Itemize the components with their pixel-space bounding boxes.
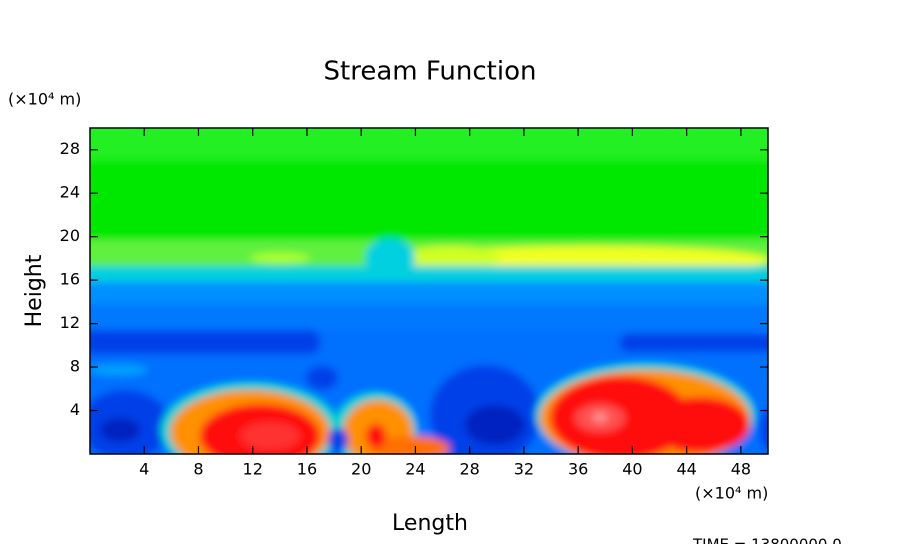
- y-tick-label: 4: [70, 400, 80, 419]
- y-tick-label: 8: [70, 357, 80, 376]
- plot-frame: [89, 127, 769, 455]
- time-annotation: TIME = 13800000.0: [692, 536, 842, 544]
- x-tick-label: 48: [731, 460, 751, 479]
- x-tick-label: 12: [243, 460, 263, 479]
- y-tick-label: 12: [60, 313, 80, 332]
- x-tick-label: 20: [351, 460, 371, 479]
- x-tick-label: 32: [514, 460, 534, 479]
- y-axis-label: Height: [22, 254, 47, 327]
- x-tick-label: 44: [676, 460, 696, 479]
- chart-title: Stream Function: [324, 57, 537, 87]
- x-tick-label: 36: [568, 460, 588, 479]
- x-tick-label: 4: [139, 460, 149, 479]
- y-tick-label: 28: [60, 139, 80, 158]
- x-unit: (×10⁴ m): [695, 484, 768, 503]
- x-tick-label: 28: [460, 460, 480, 479]
- x-tick-label: 16: [297, 460, 317, 479]
- x-axis-label: Length: [392, 511, 468, 536]
- x-tick-label: 40: [622, 460, 642, 479]
- y-tick-label: 20: [60, 226, 80, 245]
- y-tick-label: 24: [60, 183, 80, 202]
- y-unit: (×10⁴ m): [8, 90, 81, 109]
- x-tick-label: 24: [405, 460, 425, 479]
- y-tick-label: 16: [60, 270, 80, 289]
- contour-field: [90, 128, 768, 454]
- x-tick-label: 8: [193, 460, 203, 479]
